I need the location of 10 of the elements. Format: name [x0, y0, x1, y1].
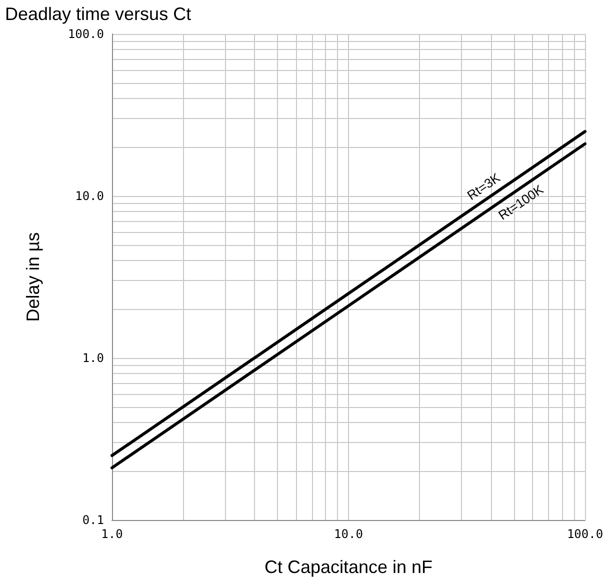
y-tick-label: 10.0	[75, 189, 104, 203]
y-tick-label: 100.0	[68, 27, 104, 41]
x-tick-label: 100.0	[566, 527, 604, 541]
x-axis-title: Ct Capacitance in nF	[264, 557, 433, 577]
y-axis-title: Delay in µs	[23, 232, 43, 322]
x-tick-label: 10.0	[334, 527, 363, 541]
x-tick-label: 1.0	[101, 527, 123, 541]
chart-title: Deadlay time versus Ct	[5, 4, 192, 24]
y-tick-label: 1.0	[82, 351, 104, 365]
y-tick-label: 0.1	[82, 513, 104, 527]
